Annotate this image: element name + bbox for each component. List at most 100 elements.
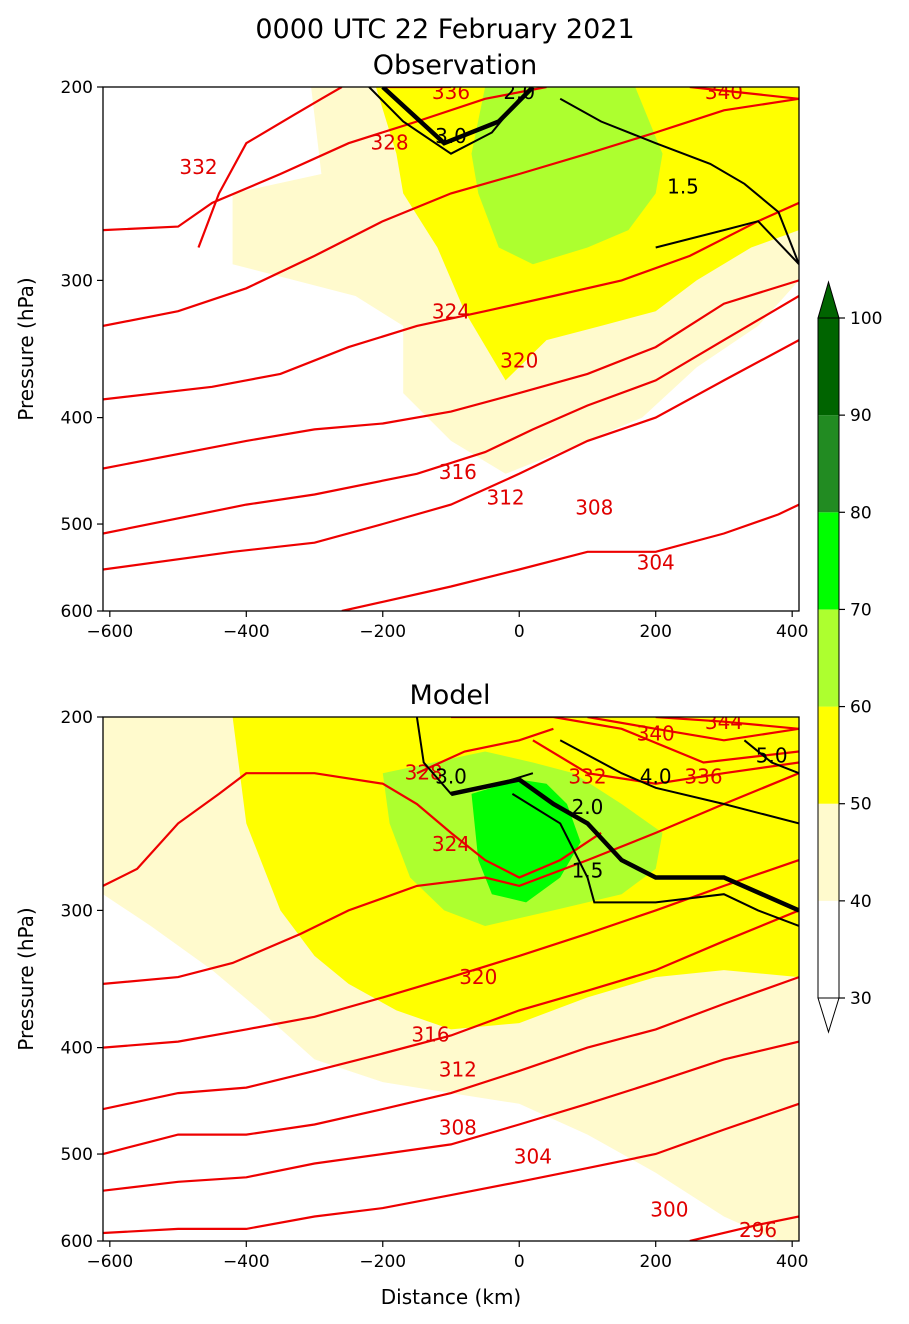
fill-region-70 bbox=[471, 779, 581, 903]
colorbar-segment bbox=[818, 512, 839, 610]
pv-contour-2.0 bbox=[450, 777, 799, 913]
theta-contour-label: 332 bbox=[568, 765, 606, 789]
theta-contour-340 bbox=[689, 87, 799, 100]
x-tick-label: 0 bbox=[514, 1252, 525, 1272]
theta-contour-340 bbox=[587, 717, 799, 742]
theta-contour-296 bbox=[689, 1215, 799, 1241]
y-tick-label: 400 bbox=[61, 1039, 93, 1059]
y-tick-label: 400 bbox=[61, 409, 93, 429]
colorbar-tick-label: 40 bbox=[850, 892, 872, 912]
plot-area: 296 300 304 308 312 316 320 324 328 332 336 340 344 3… bbox=[103, 710, 799, 1242]
x-axis-label: Distance (km) bbox=[381, 1285, 521, 1309]
axes-frame bbox=[102, 716, 800, 1242]
pv-contour-label: 2.0 bbox=[572, 795, 604, 819]
colorbar-segment bbox=[818, 803, 839, 901]
x-tick-label: −200 bbox=[359, 622, 406, 642]
colorbar-segment bbox=[818, 609, 839, 707]
model-panel: 296 300 304 308 312 316 320 324 328 332 336 340 344 3… bbox=[14, 708, 808, 1309]
theta-contour-332 bbox=[532, 739, 799, 785]
panel-title-model: Model bbox=[409, 680, 490, 711]
theta-contour-344 bbox=[655, 717, 799, 730]
theta-contour-label: 316 bbox=[411, 1023, 449, 1047]
theta-contour-label: 336 bbox=[432, 80, 470, 104]
pv-contour-label: 5.0 bbox=[756, 743, 788, 767]
theta-contour-label: 324 bbox=[432, 832, 470, 856]
theta-contour-label: 344 bbox=[705, 710, 743, 734]
pv-contour-label: 1.5 bbox=[667, 174, 699, 198]
theta-contour-304 bbox=[103, 1040, 799, 1192]
pv-contour-label: 1.5 bbox=[572, 858, 604, 882]
theta-contour-label: 340 bbox=[637, 721, 675, 745]
theta-contour-label: 340 bbox=[705, 80, 743, 104]
theta-contour-label: 332 bbox=[179, 155, 217, 179]
theta-contour-304 bbox=[341, 503, 799, 611]
y-tick-label: 200 bbox=[61, 708, 93, 728]
pv-contour-4.0 bbox=[559, 739, 799, 825]
y-tick-label: 600 bbox=[61, 602, 93, 622]
pv-contour-3.0 bbox=[368, 87, 520, 155]
colorbar-extend-bottom bbox=[817, 997, 840, 1034]
theta-contour-328 bbox=[416, 727, 554, 775]
x-tick-label: 400 bbox=[776, 1252, 808, 1272]
colorbar-frame bbox=[817, 317, 840, 999]
colorbar-segment bbox=[818, 900, 839, 998]
y-axis-label: Pressure (hPa) bbox=[14, 277, 38, 420]
theta-contour-label: 324 bbox=[432, 300, 470, 324]
theta-contour-300 bbox=[103, 1102, 799, 1235]
theta-contour-label: 296 bbox=[739, 1218, 777, 1242]
theta-contour-332 bbox=[197, 87, 343, 248]
pv-contour-label: 2.0 bbox=[503, 80, 535, 104]
colorbar-tick-label: 90 bbox=[850, 406, 872, 426]
theta-contour-328 bbox=[103, 87, 547, 232]
y-tick-label: 300 bbox=[61, 271, 93, 291]
theta-contour-label: 304 bbox=[514, 1144, 552, 1168]
theta-contour-label: 312 bbox=[439, 1058, 477, 1082]
x-tick-label: −600 bbox=[86, 1252, 133, 1272]
theta-contour-316 bbox=[103, 279, 799, 470]
y-tick-label: 300 bbox=[61, 901, 93, 921]
panel-title-observation: Observation bbox=[373, 50, 537, 81]
theta-contour-label: 328 bbox=[405, 760, 443, 784]
colorbar-extend-top bbox=[817, 280, 840, 319]
pv-contour-unlabeled bbox=[655, 220, 799, 265]
theta-contour-label: 328 bbox=[370, 130, 408, 154]
colorbar-segment bbox=[818, 706, 839, 804]
theta-contour-label: 308 bbox=[439, 1116, 477, 1140]
figure-title: 0000 UTC 22 February 2021 bbox=[255, 14, 634, 45]
theta-contour-320 bbox=[103, 772, 799, 985]
colorbar-segment bbox=[818, 318, 839, 416]
theta-contour-label: 320 bbox=[459, 965, 497, 989]
x-tick-label: 0 bbox=[514, 622, 525, 642]
pv-contour-label: 3.0 bbox=[435, 765, 467, 789]
x-tick-label: 200 bbox=[639, 1252, 671, 1272]
x-tick-label: 200 bbox=[639, 622, 671, 642]
theta-contour-320 bbox=[103, 201, 799, 401]
x-tick-label: −400 bbox=[223, 1252, 270, 1272]
theta-contour-324 bbox=[103, 772, 602, 887]
colorbar-tick-label: 100 bbox=[850, 309, 882, 329]
theta-contour-label: 316 bbox=[439, 460, 477, 484]
colorbar: 30 40 50 60 70 80 90 100 bbox=[817, 280, 882, 1034]
theta-contour-312 bbox=[103, 909, 799, 1111]
plot-area: 304 308 312 316 320 324 328 332 336 340 2.0 3.0 1.5 bbox=[103, 80, 799, 611]
colorbar-tick-label: 70 bbox=[850, 600, 872, 620]
x-tick-label: 400 bbox=[776, 622, 808, 642]
x-tick-label: −400 bbox=[223, 622, 270, 642]
y-axis-label: Pressure (hPa) bbox=[14, 907, 38, 1050]
theta-contour-label: 312 bbox=[486, 486, 524, 510]
pv-contour-1.5 bbox=[511, 793, 799, 927]
pv-contour-1.5 bbox=[559, 97, 799, 265]
pv-contour-label: 4.0 bbox=[640, 765, 672, 789]
colorbar-tick-label: 50 bbox=[850, 795, 872, 815]
theta-contour-336 bbox=[451, 717, 799, 764]
observation-panel: 304 308 312 316 320 324 328 332 336 340 2.0 3.0 1.5 −… bbox=[14, 78, 808, 642]
theta-contour-label: 336 bbox=[684, 765, 722, 789]
fill-region-60 bbox=[471, 87, 663, 265]
theta-contour-308 bbox=[103, 339, 799, 571]
axes-frame bbox=[102, 86, 800, 612]
pv-contour-5.0 bbox=[743, 739, 799, 775]
theta-contour-label: 300 bbox=[650, 1198, 688, 1222]
pv-contour-label: 3.0 bbox=[435, 124, 467, 148]
theta-contour-316 bbox=[103, 859, 799, 1049]
